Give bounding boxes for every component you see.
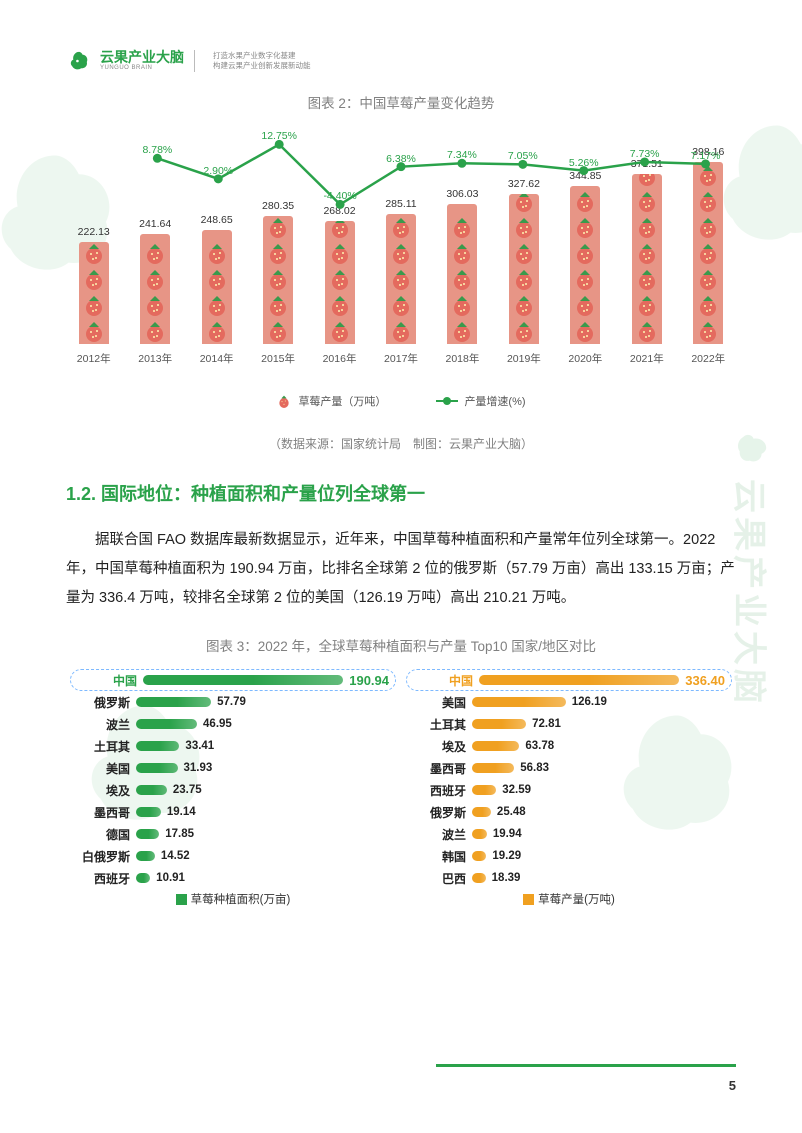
page-number: 5	[729, 1078, 736, 1093]
chart2-title: 图表 2：中国草莓产量变化趋势	[66, 92, 736, 112]
chart3-row: 土耳其33.41	[70, 735, 396, 757]
bar-value-label: 327.62	[508, 178, 540, 190]
chart2-column: 306.032018年	[435, 188, 490, 344]
chart3-row: 土耳其72.81	[406, 713, 732, 735]
chart2-column: 285.112017年	[373, 198, 428, 344]
chart2-legend: 草莓产量（万吨） 产量增速(%)	[66, 390, 736, 409]
line-value-label: 7.05%	[508, 150, 538, 162]
chart3-row: 俄罗斯25.48	[406, 801, 732, 823]
chart2-source: （数据来源：国家统计局 制图：云果产业大脑）	[66, 435, 736, 452]
chart2-column: 280.352015年	[250, 200, 305, 344]
brand-logo-icon	[66, 48, 92, 74]
chart2: 222.132012年241.642013年248.652014年280.352…	[66, 126, 736, 386]
x-axis-label: 2022年	[691, 351, 725, 366]
chart3-row: 墨西哥56.83	[406, 757, 732, 779]
chart3-row: 西班牙32.59	[406, 779, 732, 801]
chart2-column: 248.652014年	[189, 214, 244, 344]
bar-value-label: 306.03	[446, 188, 478, 200]
chart3-row: 波兰19.94	[406, 823, 732, 845]
bar-value-label: 344.85	[569, 170, 601, 182]
line-value-label: 7.17%	[691, 150, 721, 162]
chart3-legend: 草莓种植面积(万亩)	[70, 891, 396, 907]
line-value-label: -4.40%	[323, 190, 356, 202]
x-axis-label: 2018年	[446, 351, 480, 366]
footer-accent-line	[436, 1064, 736, 1067]
strawberry-icon	[276, 393, 292, 409]
brand-name-en: YUNGUO BRAIN	[100, 65, 184, 72]
chart3-row: 美国126.19	[406, 691, 732, 713]
line-value-label: 8.78%	[142, 144, 172, 156]
bar-value-label: 285.11	[385, 198, 416, 210]
chart3-row: 西班牙10.91	[70, 867, 396, 889]
chart2-column: 398.162022年	[681, 146, 736, 344]
section-heading: 1.2. 国际地位：种植面积和产量位列全球第一	[66, 480, 736, 506]
chart3-row: 墨西哥19.14	[70, 801, 396, 823]
chart2-column: 268.022016年	[312, 205, 367, 344]
chart3-row: 白俄罗斯14.52	[70, 845, 396, 867]
chart3-row: 德国17.85	[70, 823, 396, 845]
x-axis-label: 2014年	[200, 351, 234, 366]
chart2-column: 222.132012年	[66, 226, 121, 344]
brand-tagline: 打造水果产业数字化基建 构建云果产业创新发展新动能	[203, 51, 311, 72]
x-axis-label: 2016年	[323, 351, 357, 366]
header: 云果产业大脑 YUNGUO BRAIN 打造水果产业数字化基建 构建云果产业创新…	[66, 48, 736, 74]
chart3-row: 埃及63.78	[406, 735, 732, 757]
bar-value-label: 371.51	[631, 158, 663, 170]
bar-value-label: 268.02	[323, 205, 355, 217]
line-value-label: 6.38%	[386, 153, 416, 165]
x-axis-label: 2020年	[568, 351, 602, 366]
chart3-row: 埃及23.75	[70, 779, 396, 801]
chart2-column: 344.852020年	[558, 170, 613, 344]
chart3: 中国190.94俄罗斯57.79波兰46.95土耳其33.41美国31.93埃及…	[66, 669, 736, 907]
chart3-row: 波兰46.95	[70, 713, 396, 735]
chart3-legend: 草莓产量(万吨)	[406, 891, 732, 907]
line-value-label: 7.73%	[630, 148, 660, 160]
chart3-row: 巴西18.39	[406, 867, 732, 889]
bar-value-label: 222.13	[78, 226, 110, 238]
brand-name-cn: 云果产业大脑	[100, 50, 184, 65]
bar-value-label: 241.64	[139, 218, 171, 230]
chart3-row: 中国190.94	[70, 669, 396, 691]
x-axis-label: 2015年	[261, 351, 295, 366]
bar-value-label: 248.65	[201, 214, 233, 226]
bar-value-label: 280.35	[262, 200, 294, 212]
body-paragraph: 据联合国 FAO 数据库最新数据显示，近年来，中国草莓种植面积和产量常年位列全球…	[66, 526, 736, 613]
line-value-label: 12.75%	[261, 130, 297, 142]
chart2-column: 327.622019年	[496, 178, 551, 344]
chart2-column: 241.642013年	[127, 218, 182, 344]
chart3-row: 俄罗斯57.79	[70, 691, 396, 713]
line-marker-icon	[436, 400, 458, 402]
x-axis-label: 2019年	[507, 351, 541, 366]
chart3-row: 中国336.40	[406, 669, 732, 691]
x-axis-label: 2012年	[77, 351, 111, 366]
chart2-column: 371.512021年	[619, 158, 674, 344]
line-value-label: 5.26%	[569, 157, 599, 169]
x-axis-label: 2021年	[630, 351, 664, 366]
x-axis-label: 2017年	[384, 351, 418, 366]
chart3-row: 韩国19.29	[406, 845, 732, 867]
chart3-row: 美国31.93	[70, 757, 396, 779]
chart3-title: 图表 3：2022 年，全球草莓种植面积与产量 Top10 国家/地区对比	[66, 635, 736, 655]
line-value-label: 2.90%	[203, 165, 233, 177]
x-axis-label: 2013年	[138, 351, 172, 366]
line-value-label: 7.34%	[447, 149, 477, 161]
